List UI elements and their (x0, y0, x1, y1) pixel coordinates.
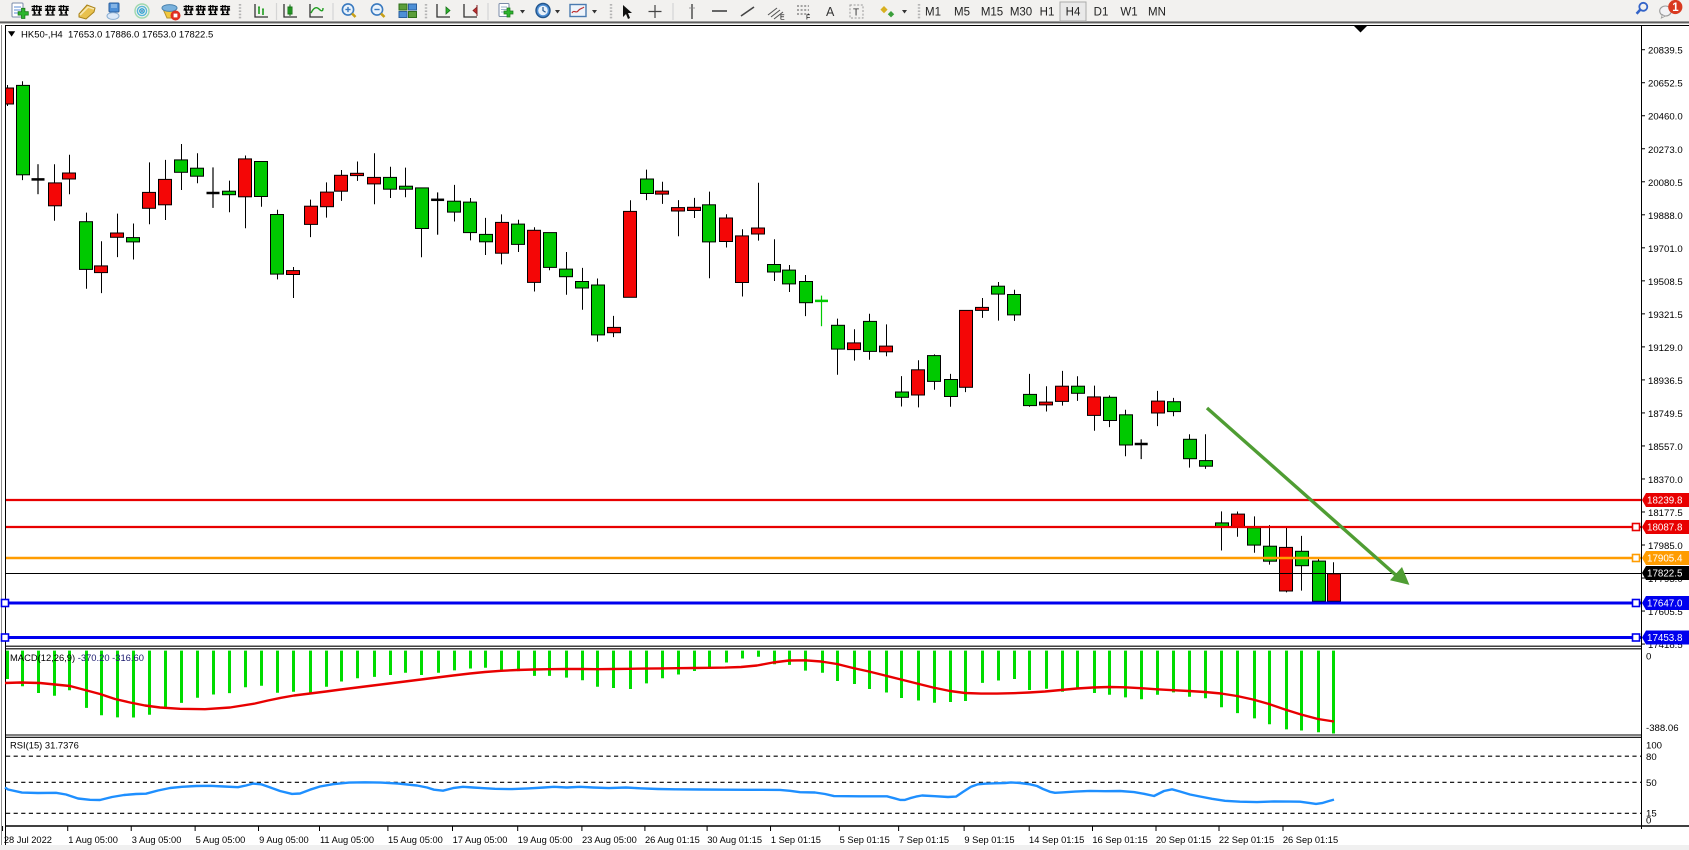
svg-text:26 Aug 01:15: 26 Aug 01:15 (645, 835, 700, 845)
svg-text:17453.8: 17453.8 (1647, 633, 1683, 644)
svg-text:15 Aug 05:00: 15 Aug 05:00 (388, 835, 443, 845)
svg-text:80: 80 (1646, 752, 1657, 763)
svg-text:5 Aug 05:00: 5 Aug 05:00 (196, 835, 246, 845)
svg-text:17605.5: 17605.5 (1648, 607, 1683, 618)
svg-text:1 Sep 01:15: 1 Sep 01:15 (771, 835, 821, 845)
svg-text:0: 0 (1646, 652, 1651, 663)
svg-text:17418.5: 17418.5 (1648, 640, 1683, 651)
svg-text:H4: H4 (1066, 7, 1081, 19)
svg-text:50: 50 (1646, 778, 1657, 789)
svg-text:D1: D1 (1094, 7, 1109, 19)
svg-text:RSI(15) 31.7376: RSI(15) 31.7376 (10, 740, 79, 751)
svg-text:18936.5: 18936.5 (1648, 376, 1683, 387)
svg-text:23 Aug 05:00: 23 Aug 05:00 (582, 835, 637, 845)
svg-text:18239.8: 18239.8 (1647, 496, 1683, 507)
svg-text:20839.5: 20839.5 (1648, 46, 1683, 57)
svg-text:17647.0: 17647.0 (1647, 599, 1683, 610)
svg-text:-388.06: -388.06 (1646, 723, 1679, 734)
svg-text:19701.0: 19701.0 (1648, 244, 1683, 255)
svg-text:18177.5: 18177.5 (1648, 508, 1683, 519)
svg-text:100: 100 (1646, 740, 1662, 751)
svg-text:20 Sep 01:15: 20 Sep 01:15 (1156, 835, 1211, 845)
svg-text:18370.0: 18370.0 (1648, 475, 1683, 486)
svg-text:26 Sep 01:15: 26 Sep 01:15 (1283, 835, 1338, 845)
svg-text:H1: H1 (1040, 7, 1055, 19)
svg-text:A: A (826, 5, 835, 19)
svg-text:0: 0 (1646, 816, 1651, 827)
svg-text:3 Aug 05:00: 3 Aug 05:00 (132, 835, 182, 845)
svg-text:17985.0: 17985.0 (1648, 541, 1683, 552)
svg-text:19 Aug 05:00: 19 Aug 05:00 (518, 835, 573, 845)
svg-text:18557.0: 18557.0 (1648, 442, 1683, 453)
svg-text:1 Aug 05:00: 1 Aug 05:00 (68, 835, 118, 845)
svg-text:F: F (806, 15, 810, 22)
svg-text:19888.0: 19888.0 (1648, 211, 1683, 222)
svg-text:17 Aug 05:00: 17 Aug 05:00 (453, 835, 508, 845)
svg-text:T: T (853, 8, 859, 19)
svg-text:E: E (780, 15, 785, 22)
svg-text:15: 15 (1646, 809, 1657, 820)
svg-text:20080.5: 20080.5 (1648, 178, 1683, 189)
svg-text:19321.5: 19321.5 (1648, 310, 1683, 321)
svg-text:22 Sep 01:15: 22 Sep 01:15 (1219, 835, 1274, 845)
svg-text:HK50-,H4 17653.0 17886.0 1765: HK50-,H4 17653.0 17886.0 17653.0 17822.5 (21, 30, 213, 41)
svg-text:1: 1 (1672, 2, 1679, 14)
svg-text:MN: MN (1148, 7, 1166, 19)
svg-text:M30: M30 (1010, 7, 1032, 19)
svg-text:M15: M15 (981, 7, 1003, 19)
svg-text:11 Aug 05:00: 11 Aug 05:00 (320, 835, 374, 845)
svg-text:7 Sep 01:15: 7 Sep 01:15 (899, 835, 949, 845)
svg-text:9 Sep 01:15: 9 Sep 01:15 (964, 835, 1014, 845)
svg-text:28 Jul 2022: 28 Jul 2022 (4, 835, 52, 845)
svg-text:30 Aug 01:15: 30 Aug 01:15 (707, 835, 762, 845)
svg-text:5 Sep 01:15: 5 Sep 01:15 (840, 835, 890, 845)
svg-text:14 Sep 01:15: 14 Sep 01:15 (1029, 835, 1084, 845)
svg-text:20460.0: 20460.0 (1648, 112, 1683, 123)
svg-text:19508.5: 19508.5 (1648, 277, 1683, 288)
svg-text:MACD(12,26,9) -370.20 -316.60: MACD(12,26,9) -370.20 -316.60 (10, 652, 144, 663)
svg-text:18087.8: 18087.8 (1647, 523, 1683, 534)
svg-text:16 Sep 01:15: 16 Sep 01:15 (1092, 835, 1147, 845)
svg-text:17905.4: 17905.4 (1647, 554, 1683, 565)
svg-text:20652.5: 20652.5 (1648, 79, 1683, 90)
svg-text:W1: W1 (1120, 7, 1137, 19)
svg-text:19129.0: 19129.0 (1648, 343, 1683, 354)
svg-text:M1: M1 (925, 7, 941, 19)
svg-text:17822.5: 17822.5 (1647, 569, 1683, 580)
svg-text:M5: M5 (954, 7, 970, 19)
svg-text:18749.5: 18749.5 (1648, 409, 1683, 420)
svg-text:9 Aug 05:00: 9 Aug 05:00 (259, 835, 309, 845)
svg-text:20273.0: 20273.0 (1648, 145, 1683, 156)
